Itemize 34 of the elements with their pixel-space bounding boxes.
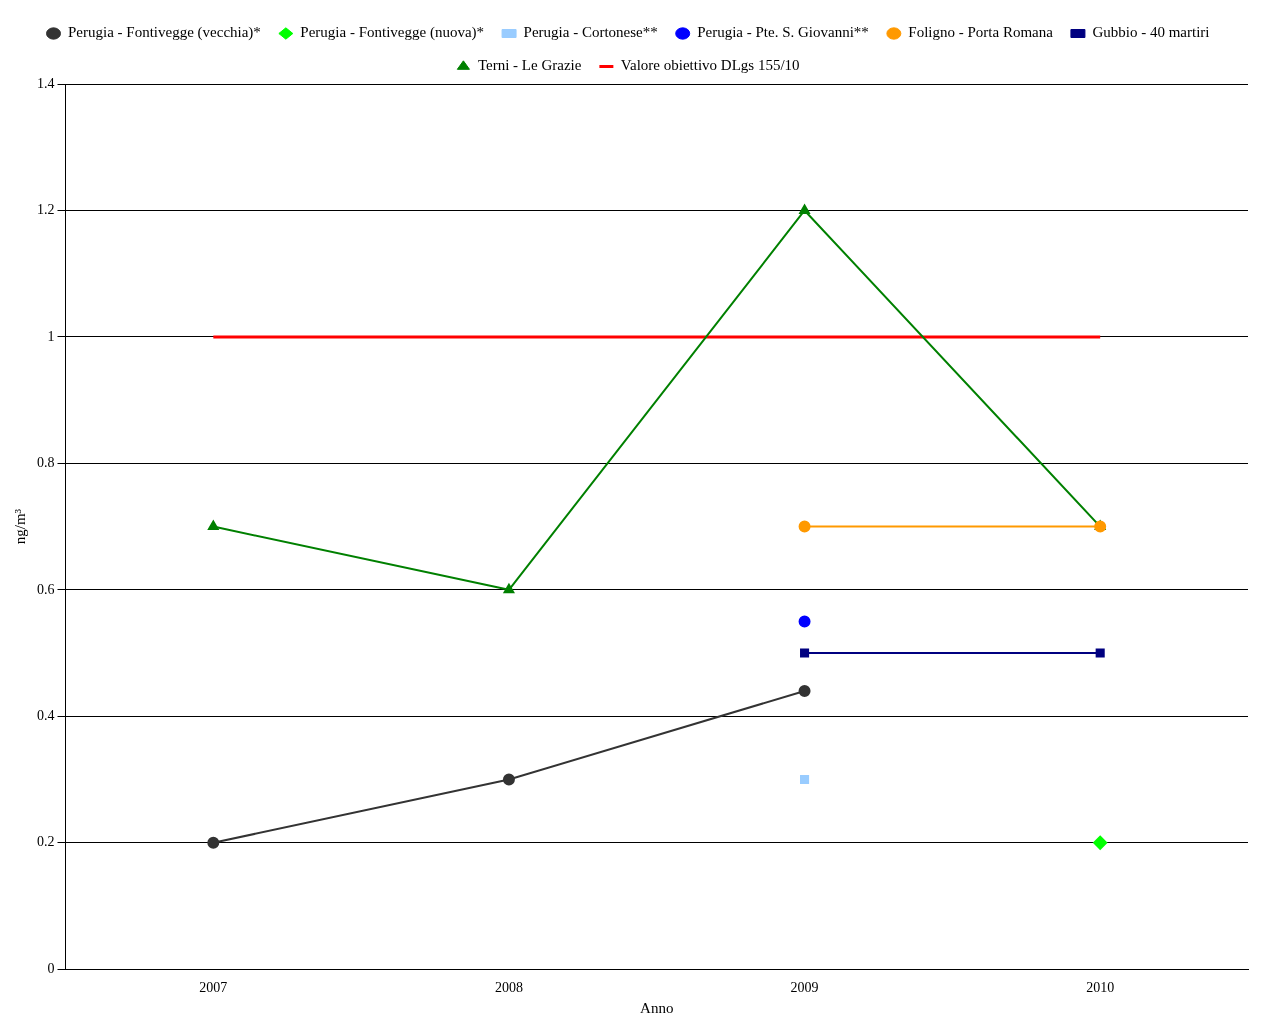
point (503, 583, 515, 594)
y-tick-label: 1.2 (37, 202, 55, 218)
x-tick-label: 2010 (1086, 980, 1115, 996)
point (798, 615, 811, 628)
y-tick-label: 0 (47, 960, 55, 976)
legend-label: Perugia - Fontivegge (nuova)* (300, 24, 485, 42)
legend-label: Perugia - Pte. S. Giovanni** (697, 24, 869, 41)
legend-label: Foligno - Porta Romana (908, 24, 1054, 41)
legend-label: Valore obiettivo DLgs 155/10 (620, 57, 800, 74)
point (800, 648, 810, 658)
point (1095, 648, 1105, 658)
point (799, 204, 810, 214)
y-tick-label: 0.4 (37, 707, 55, 723)
x-tick-label: 2008 (494, 980, 523, 996)
x-tick-label: 2009 (790, 980, 819, 996)
y-tick-label: 0.8 (37, 455, 55, 471)
point (798, 684, 811, 697)
point (502, 773, 515, 786)
legend-label: Gubbio - 40 martiri (1092, 24, 1210, 41)
point (207, 836, 220, 849)
point (800, 774, 810, 785)
x-tick-label: 2007 (199, 980, 228, 996)
point (798, 520, 811, 533)
y-tick-label: 0.6 (37, 581, 55, 597)
point (1093, 835, 1108, 850)
legend-label: Perugia - Cortonese** (523, 24, 658, 41)
point (207, 520, 219, 531)
x-axis-title: Anno (640, 999, 674, 1016)
y-tick-label: 1 (47, 328, 55, 344)
y-axis-title: ng/m³ (11, 508, 28, 545)
legend-label: Perugia - Fontivegge (vecchia)* (68, 24, 261, 42)
y-tick-label: 1.4 (37, 75, 55, 91)
y-tick-label: 0.2 (37, 834, 55, 850)
legend-label: Terni - Le Grazie (477, 57, 582, 74)
